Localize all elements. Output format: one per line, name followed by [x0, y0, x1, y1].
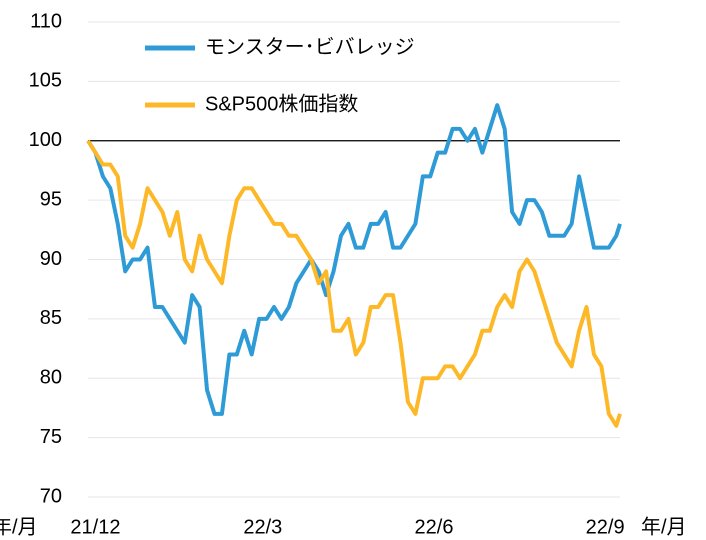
y-tick-label: 110 — [30, 10, 62, 32]
y-tick-label: 75 — [40, 426, 62, 448]
x-tick-label: 21/12 — [70, 516, 120, 538]
y-tick-label: 90 — [40, 248, 62, 270]
legend-label: モンスター･ビバレッジ — [205, 35, 415, 58]
y-tick-label: 95 — [40, 188, 62, 210]
x-axis-label: 年/月 — [0, 515, 38, 538]
x-tick-label: 22/9 — [586, 516, 625, 538]
legend-label: S&P500株価指数 — [205, 92, 358, 115]
line-series — [86, 103, 622, 416]
y-tick-label: 80 — [40, 367, 62, 389]
line-series — [86, 139, 622, 428]
y-tick-label: 105 — [29, 70, 62, 92]
y-tick-label: 85 — [40, 307, 62, 329]
y-tick-label: 100 — [29, 129, 62, 151]
x-tick-label: 22/6 — [415, 516, 454, 538]
x-axis-label: 年/月 — [641, 515, 687, 538]
y-tick-label: 70 — [40, 485, 62, 507]
x-tick-label: 22/3 — [243, 516, 282, 538]
